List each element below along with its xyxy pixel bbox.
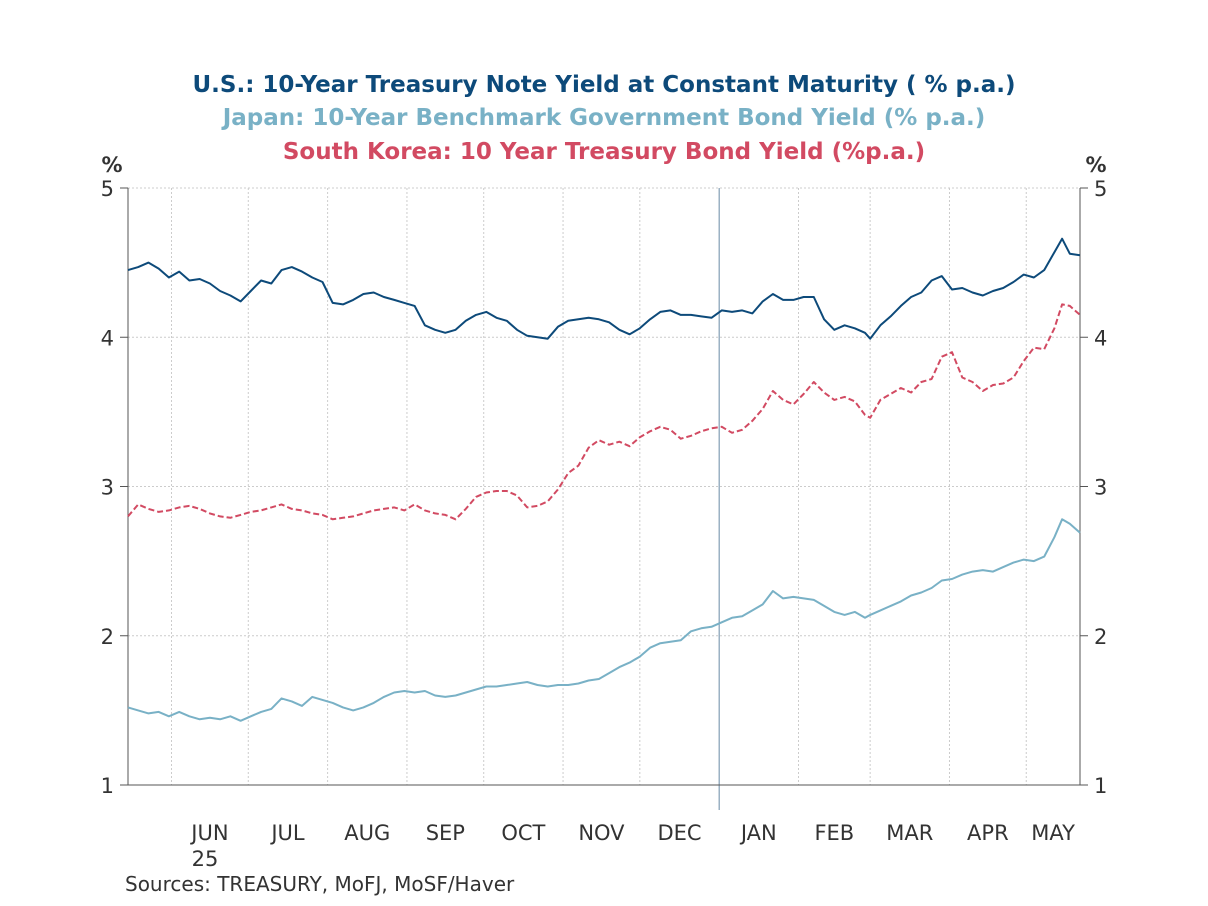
series-lines <box>127 237 1081 722</box>
x-tick-label-month: DEC <box>657 821 701 845</box>
y-tick-label-left: 5 <box>101 177 114 201</box>
x-tick-label-month: AUG <box>344 821 390 845</box>
y-tick-label-right: 3 <box>1094 476 1107 500</box>
x-tick-label-month: JUN <box>189 821 228 845</box>
chart-title-us: U.S.: 10-Year Treasury Note Yield at Con… <box>193 72 1016 98</box>
source-note: Sources: TREASURY, MoFJ, MoSF/Haver <box>125 872 515 896</box>
x-tick-label-month: NOV <box>578 821 625 845</box>
y-tick-label-right: 2 <box>1094 625 1107 649</box>
y-tick-label-left: 2 <box>101 625 114 649</box>
series-line-japan <box>127 518 1081 722</box>
x-tick-label-month: JUL <box>269 821 305 845</box>
y-unit-left: % <box>101 153 122 177</box>
grid-lines <box>128 187 1080 810</box>
y-tick-label-right: 5 <box>1094 177 1107 201</box>
series-line-korea <box>127 303 1081 521</box>
axes <box>120 187 1088 786</box>
chart-title-japan: Japan: 10-Year Benchmark Government Bond… <box>221 105 986 131</box>
year-label: 25 <box>192 847 219 871</box>
x-tick-label-month: MAY <box>1031 821 1075 845</box>
y-tick-label-left: 1 <box>101 774 114 798</box>
y-tick-label-right: 1 <box>1094 774 1107 798</box>
y-tick-label-left: 4 <box>101 326 114 350</box>
x-tick-label-month: FEB <box>814 821 854 845</box>
y-unit-right: % <box>1085 153 1106 177</box>
x-tick-label-month: OCT <box>501 821 545 845</box>
chart-title-korea: South Korea: 10 Year Treasury Bond Yield… <box>283 139 925 165</box>
y-tick-label-right: 4 <box>1094 326 1107 350</box>
tick-labels: 1 1 2 2 3 3 4 4 5 5 JUN JUL AUG SEP OCT NOV DEC JAN FEB MAR… <box>101 177 1108 845</box>
x-tick-label-month: SEP <box>426 821 465 845</box>
x-tick-label-month: APR <box>967 821 1009 845</box>
x-tick-label-month: MAR <box>886 821 933 845</box>
series-line-us <box>127 237 1081 340</box>
x-tick-label-month: JAN <box>739 821 777 845</box>
y-tick-label-left: 3 <box>101 476 114 500</box>
